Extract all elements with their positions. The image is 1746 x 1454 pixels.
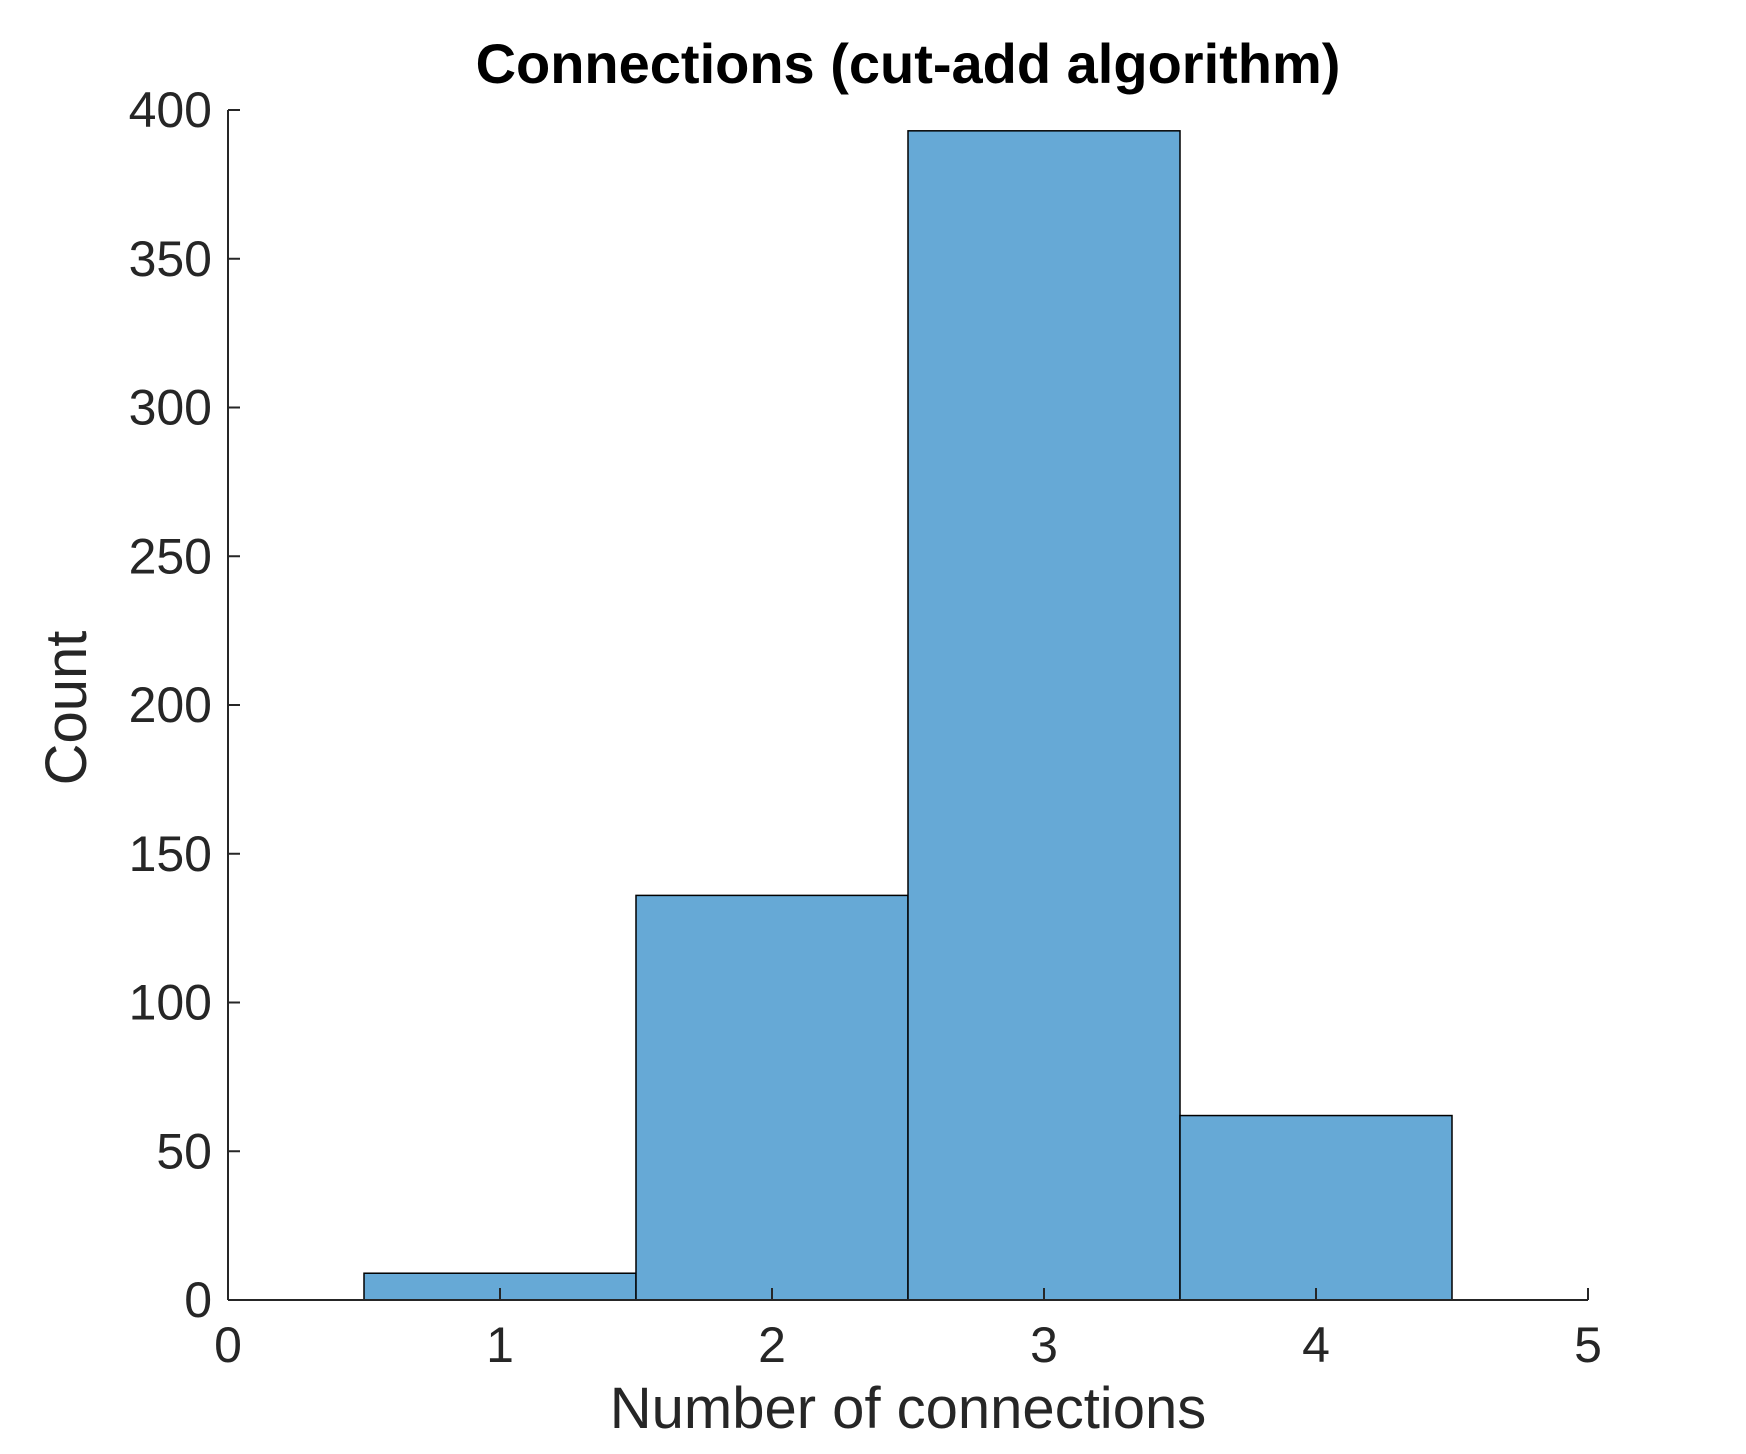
y-tick-label: 150 (129, 826, 212, 882)
y-tick-label: 300 (129, 380, 212, 436)
bar-2 (635, 894, 909, 1301)
y-tick-label: 200 (129, 677, 212, 733)
x-axis-label: Number of connections (610, 1376, 1206, 1441)
x-ticks-group: 0 1 2 3 4 5 (214, 1288, 1602, 1373)
x-tick-label: 4 (1302, 1317, 1330, 1373)
x-tick-label: 3 (1030, 1317, 1058, 1373)
y-ticks-group: 0 50 100 150 200 250 300 350 400 (129, 82, 240, 1328)
y-axis-label: Count (34, 631, 99, 786)
bar-3 (907, 130, 1181, 1301)
x-tick-label: 1 (486, 1317, 514, 1373)
x-tick-label: 0 (214, 1317, 242, 1373)
x-tick-label: 5 (1574, 1317, 1602, 1373)
bar-4 (1179, 1114, 1453, 1301)
y-tick-label: 100 (129, 975, 212, 1031)
x-tick-label: 2 (758, 1317, 786, 1373)
chart-title: Connections (cut-add algorithm) (476, 32, 1341, 95)
y-tick-label: 400 (129, 82, 212, 138)
y-tick-label: 250 (129, 528, 212, 584)
y-tick-label: 0 (184, 1272, 212, 1328)
y-tick-label: 350 (129, 231, 212, 287)
y-tick-label: 50 (156, 1123, 212, 1179)
bars-group (363, 130, 1453, 1301)
